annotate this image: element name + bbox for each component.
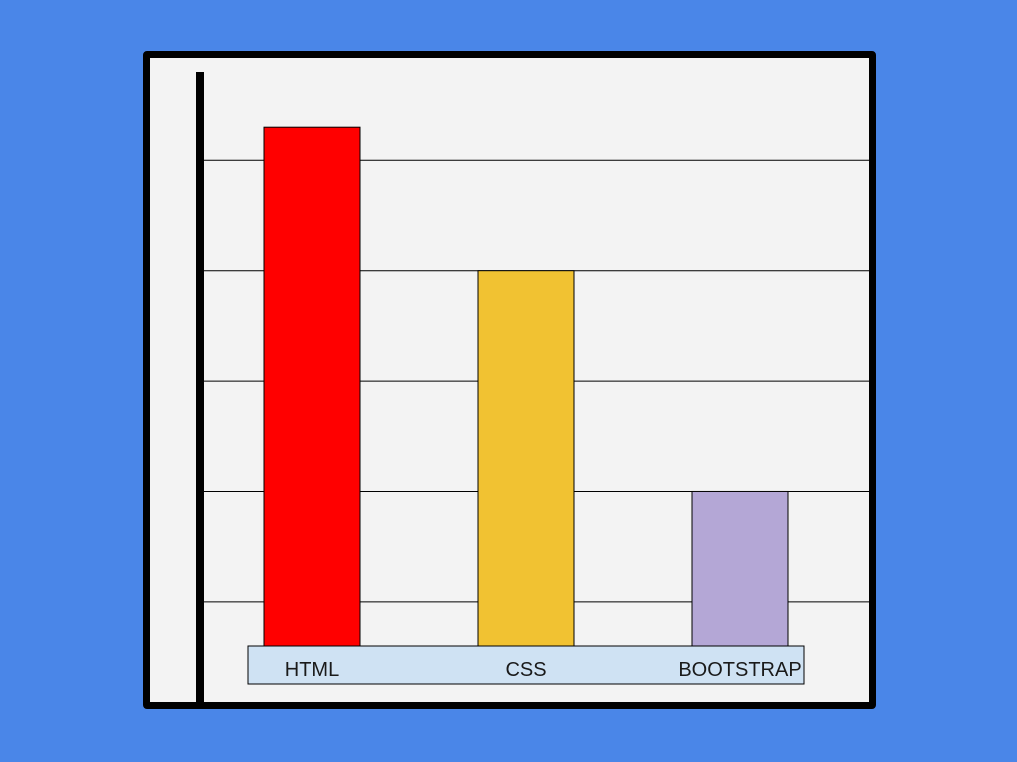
bar-html: [263, 126, 361, 647]
x-tick-label-html: HTML: [285, 659, 339, 681]
y-axis-line: [196, 72, 204, 702]
x-axis-labels: HTML CSS BOOTSTRAP: [285, 659, 802, 681]
bars: [263, 126, 789, 647]
bar-bootstrap: [691, 490, 789, 647]
category-band: [247, 645, 805, 685]
bar-css: [477, 270, 575, 647]
x-tick-label-css: CSS: [505, 659, 546, 681]
x-tick-label-bootstrap: BOOTSTRAP: [678, 659, 801, 681]
